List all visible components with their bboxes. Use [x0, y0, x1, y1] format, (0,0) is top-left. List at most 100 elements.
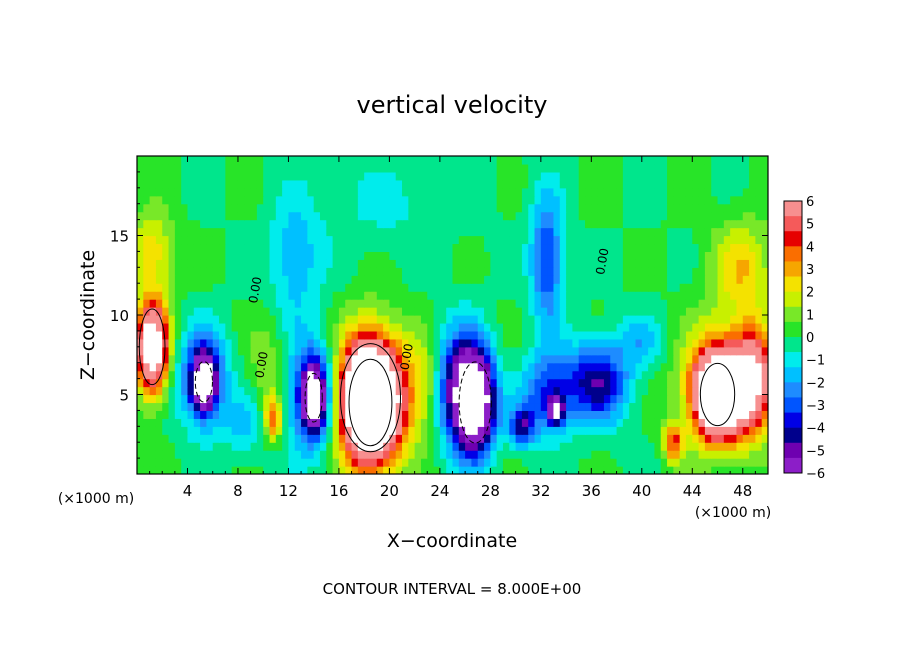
heatmap-cell — [471, 156, 479, 165]
heatmap-cell — [402, 275, 409, 284]
heatmap-cell — [420, 299, 428, 308]
heatmap-cell — [193, 195, 201, 205]
y-tick-label: 15 — [110, 228, 129, 246]
heatmap-cell — [490, 235, 498, 245]
heatmap-cell — [370, 338, 378, 348]
heatmap-cell — [231, 267, 239, 276]
heatmap-cell — [704, 179, 712, 189]
heatmap-cell — [193, 171, 201, 181]
heatmap-cell — [547, 370, 555, 380]
heatmap-cell — [244, 466, 252, 474]
heatmap-cell — [389, 267, 397, 276]
heatmap-cell — [540, 434, 548, 443]
heatmap-cell — [212, 402, 220, 411]
heatmap-cell — [616, 434, 624, 443]
heatmap-cell — [143, 171, 151, 181]
heatmap-cell — [749, 410, 756, 419]
heatmap-cell — [219, 195, 226, 205]
heatmap-cell — [566, 370, 573, 380]
heatmap-cell — [338, 267, 346, 276]
heatmap-cell — [231, 235, 239, 245]
heatmap-cell — [376, 370, 384, 380]
heatmap-cell — [357, 378, 365, 388]
heatmap-cell — [212, 442, 220, 451]
heatmap-cell — [566, 330, 573, 340]
heatmap-cell — [244, 322, 252, 332]
heatmap-cell — [137, 251, 144, 260]
heatmap-cell — [383, 235, 390, 245]
heatmap-cell — [168, 394, 176, 404]
heatmap-cell — [389, 386, 397, 396]
heatmap-cell — [616, 458, 624, 467]
heatmap-cell — [439, 163, 447, 173]
heatmap-cell — [572, 402, 580, 411]
heatmap-cell — [307, 330, 315, 340]
heatmap-cell — [395, 227, 403, 237]
heatmap-cell — [484, 195, 491, 205]
heatmap-cell — [414, 354, 422, 364]
heatmap-cell — [294, 219, 302, 229]
heatmap-cell — [376, 330, 384, 340]
heatmap-cell — [490, 307, 498, 316]
heatmap-cell — [622, 251, 630, 260]
heatmap-cell — [225, 267, 233, 276]
heatmap-cell — [143, 450, 151, 459]
heatmap-cell — [313, 179, 321, 189]
heatmap-cell — [465, 163, 473, 173]
heatmap-cell — [679, 338, 687, 348]
heatmap-cell — [610, 251, 618, 260]
heatmap-cell — [559, 338, 567, 348]
heatmap-cell — [679, 322, 687, 332]
heatmap-cell — [736, 299, 744, 308]
heatmap-cell — [723, 315, 731, 324]
heatmap-cell — [294, 267, 302, 276]
heatmap-cell — [200, 227, 208, 237]
heatmap-cell — [755, 450, 763, 459]
heatmap-cell — [452, 275, 460, 284]
heatmap-cell — [730, 219, 738, 229]
heatmap-cell — [225, 442, 233, 451]
heatmap-cell — [143, 378, 151, 388]
heatmap-cell — [174, 386, 182, 396]
heatmap-cell — [515, 386, 523, 396]
heatmap-cell — [704, 275, 712, 284]
heatmap-cell — [187, 187, 195, 197]
heatmap-cell — [610, 195, 618, 205]
heatmap-cell — [667, 466, 674, 474]
heatmap-cell — [528, 307, 536, 316]
heatmap-cell — [288, 346, 296, 356]
heatmap-cell — [502, 203, 510, 213]
heatmap-cell — [282, 203, 290, 213]
heatmap-cell — [610, 402, 618, 411]
heatmap-cell — [635, 370, 643, 380]
heatmap-cell — [395, 163, 403, 173]
heatmap-cell — [212, 259, 220, 268]
heatmap-cell — [616, 219, 624, 229]
heatmap-cell — [288, 370, 296, 380]
heatmap-cell — [256, 235, 264, 245]
heatmap-cell — [275, 171, 283, 181]
heatmap-cell — [313, 243, 321, 252]
heatmap-cell — [187, 283, 195, 292]
heatmap-cell — [660, 195, 668, 205]
heatmap-cell — [301, 251, 308, 260]
heatmap-cell — [534, 450, 542, 459]
heatmap-cell — [490, 362, 498, 372]
heatmap-cell — [137, 418, 144, 427]
heatmap-cell — [187, 402, 195, 411]
heatmap-cell — [477, 322, 485, 332]
heatmap-cell — [736, 378, 744, 388]
heatmap-cell — [137, 426, 144, 435]
heatmap-cell — [597, 442, 605, 451]
heatmap-cell — [641, 171, 649, 181]
heatmap-cell — [338, 402, 346, 411]
heatmap-cell — [692, 315, 700, 324]
heatmap-cell — [351, 370, 359, 380]
heatmap-cell — [332, 458, 340, 467]
heatmap-cell — [275, 283, 283, 292]
heatmap-cell — [269, 291, 277, 300]
x-tick-label: 48 — [733, 482, 752, 500]
heatmap-cell — [414, 378, 422, 388]
heatmap-cell — [660, 291, 668, 300]
heatmap-cell — [471, 362, 479, 372]
